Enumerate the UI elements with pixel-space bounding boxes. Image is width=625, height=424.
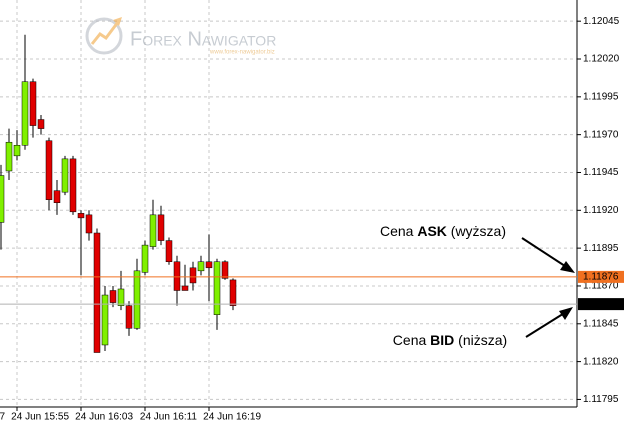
candle-body [0, 175, 5, 223]
x-tick-label: 7 [0, 412, 5, 423]
y-tick-label: 1.11795 [583, 394, 619, 405]
y-tick-label: 1.12020 [583, 54, 620, 65]
candle-body [125, 305, 133, 329]
annotation-part: Cena [393, 332, 427, 348]
candle-body [53, 190, 61, 203]
ask-label: 1.11876 [583, 272, 619, 283]
logo-url: www.forex-nawigator.biz [209, 50, 275, 56]
y-tick-label: 1.11995 [583, 91, 619, 102]
annotation-part: (niższa) [458, 332, 507, 348]
annotation-part: Cena [380, 223, 414, 239]
candle-body [117, 288, 125, 306]
candle-body [37, 119, 45, 129]
arrowhead [560, 261, 575, 273]
logo-ring [85, 17, 123, 55]
x-tick-label: 24 Jun 15:55 [11, 412, 69, 423]
candles [0, 34, 237, 353]
axes: 1.11795 1.11820 1.11845 1.11870 1.11895 1.119… [0, 16, 624, 423]
y-tick-label: 1.11945 [583, 167, 619, 178]
candle-body [197, 261, 205, 272]
candle-body [101, 294, 109, 346]
candle-body [181, 285, 189, 291]
y-tick-label: 1.11820 [583, 356, 619, 367]
arrow [521, 237, 569, 269]
candle-body [133, 270, 141, 329]
candle-body [229, 279, 237, 306]
y-tick-label: 1.11845 [583, 318, 619, 329]
ask-label-box [578, 270, 624, 283]
annotation-part: ASK [417, 223, 447, 239]
annotation: Cena BID (niższa) [393, 332, 507, 348]
candle-body [13, 144, 21, 157]
x-tick-label: 24 Jun 16:11 [140, 412, 198, 423]
logo: Forex Nawigator www.forex-nawigator.biz [85, 17, 276, 56]
candle-body [61, 158, 69, 193]
logo-arrowhead [113, 17, 122, 26]
annotation: Cena ASK (wyższa) [380, 223, 506, 239]
candle-body [45, 140, 53, 200]
y-tick-label: 1.12045 [583, 16, 620, 27]
candle-body [5, 141, 13, 172]
annotation-part: (wyższa) [451, 223, 506, 239]
candle-body [29, 81, 37, 126]
candle-body [77, 213, 85, 219]
candle-body [141, 244, 149, 273]
annotation-part: BID [430, 332, 454, 348]
candle-body [149, 214, 157, 247]
candle-body [109, 290, 117, 303]
y-tick-label: 1.11870 [583, 281, 619, 292]
logo-title: Forex Nawigator [130, 28, 276, 50]
candle-body [189, 267, 197, 284]
candle-body [85, 214, 93, 234]
candle-body [157, 214, 165, 241]
candle-body [213, 261, 221, 315]
x-tick-label: 24 Jun 16:19 [203, 412, 261, 423]
annotation-arrows [521, 237, 575, 338]
candle-body [69, 158, 77, 213]
bid-label-box [578, 298, 624, 311]
arrow [525, 311, 567, 338]
y-tick-label: 1.11895 [583, 243, 619, 254]
candle-body [93, 232, 101, 353]
y-tick-label: 1.11920 [583, 205, 619, 216]
arrowhead [559, 307, 573, 320]
logo-arrow [90, 21, 120, 45]
bid-label: 1.11858 [583, 299, 619, 310]
candle-body [21, 81, 29, 146]
y-tick-label: 1.11970 [583, 129, 619, 140]
x-tick-label: 24 Jun 16:03 [75, 412, 133, 423]
candle-body [173, 261, 181, 291]
candle-body [165, 240, 173, 263]
candle-body [221, 261, 229, 279]
candle-body [205, 261, 213, 269]
